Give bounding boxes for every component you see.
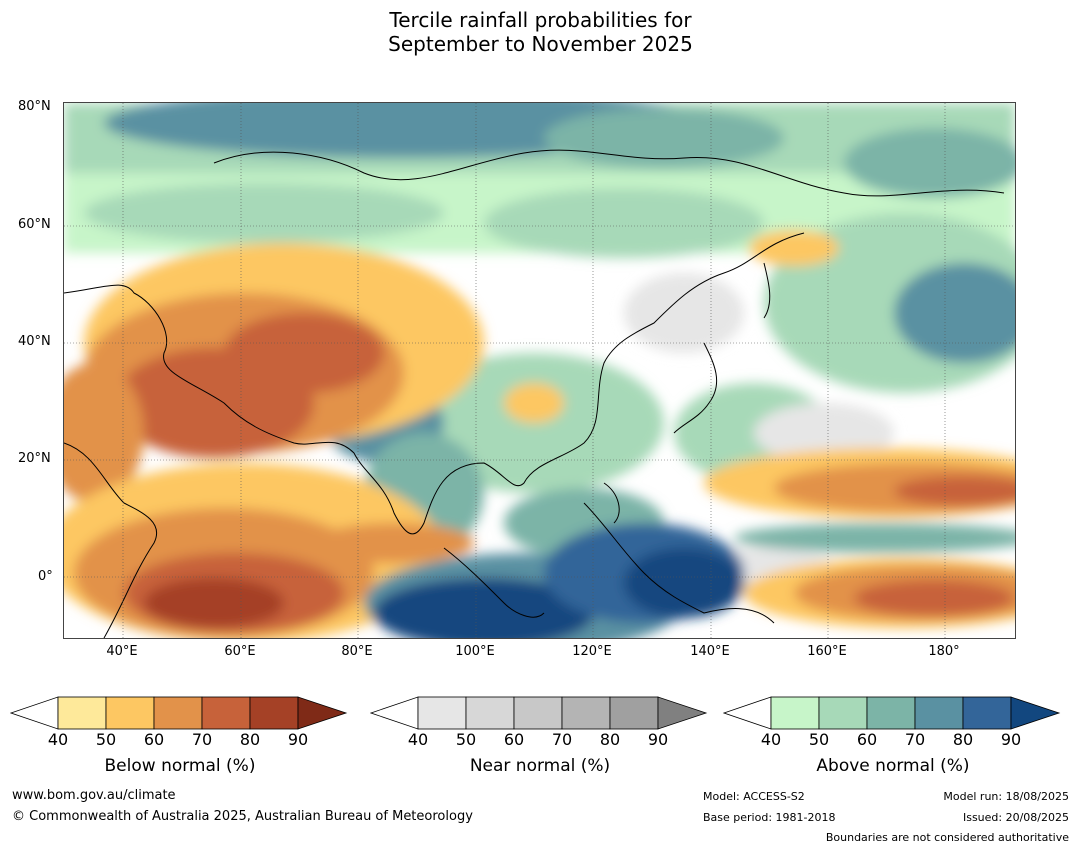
colorbar-tick-label: 40 <box>407 730 429 749</box>
colorbar-tick-label: 50 <box>95 730 117 749</box>
colorbar-tick-label: 70 <box>904 730 926 749</box>
lon-tick-140e: 140°E <box>690 644 730 659</box>
colorbar-tick-label: 80 <box>952 730 974 749</box>
colorbar-tick-label: 90 <box>1000 730 1022 749</box>
lat-tick-40n: 40°N <box>18 334 51 349</box>
colorbar-below-normal-swatches <box>9 696 348 730</box>
colorbar-segment <box>201 696 251 730</box>
colorbar-tick-label: 70 <box>191 730 213 749</box>
lon-tick-80e: 80°E <box>341 644 373 659</box>
probability-map <box>63 102 1016 639</box>
lon-tick-120e: 120°E <box>572 644 612 659</box>
colorbar-tick-label: 90 <box>287 730 309 749</box>
model-text: Model: ACCESS-S2 <box>703 790 805 803</box>
colorbar-segment <box>770 696 820 730</box>
colorbar-low-extend <box>722 696 772 730</box>
colorbar-tick-label: 60 <box>143 730 165 749</box>
colorbar-tick-label: 40 <box>760 730 782 749</box>
colorbar-tick-label: 50 <box>455 730 477 749</box>
colorbar-segment <box>561 696 611 730</box>
issued-text: Issued: 20/08/2025 <box>962 811 1069 824</box>
colorbar-above-normal-swatches <box>722 696 1061 730</box>
colorbar-near-normal-title: Near normal (%) <box>469 756 611 776</box>
lon-tick-180: 180° <box>928 644 960 659</box>
colorbar-tick-label: 80 <box>239 730 261 749</box>
colorbar-tick-label: 60 <box>503 730 525 749</box>
lat-tick-80n: 80°N <box>18 99 51 114</box>
colorbar-high-extend <box>297 696 348 730</box>
colorbar-segment <box>818 696 868 730</box>
colorbar-low-extend <box>369 696 419 730</box>
colorbar-tick-label: 50 <box>808 730 830 749</box>
colorbar-segment <box>57 696 107 730</box>
colorbar-near-normal-swatches <box>369 696 708 730</box>
lon-tick-100e: 100°E <box>455 644 495 659</box>
colorbar-low-extend <box>9 696 59 730</box>
colorbar-segment <box>914 696 964 730</box>
lat-tick-0: 0° <box>38 569 53 584</box>
lon-tick-160e: 160°E <box>807 644 847 659</box>
colorbar-tick-label: 70 <box>551 730 573 749</box>
colorbar-high-extend <box>1010 696 1061 730</box>
model-run-text: Model run: 18/08/2025 <box>943 790 1069 803</box>
colorbar-tick-label: 60 <box>856 730 878 749</box>
lon-tick-60e: 60°E <box>224 644 256 659</box>
colorbar-near-normal: 40 50 60 70 80 90 Near normal (%) <box>369 696 710 776</box>
colorbar-segment <box>866 696 916 730</box>
website-link[interactable]: www.bom.gov.au/climate <box>12 788 176 803</box>
colorbar-segment <box>609 696 659 730</box>
map-title: Tercile rainfall probabilities for Septe… <box>0 8 1081 56</box>
title-line-2: September to November 2025 <box>388 32 693 56</box>
colorbar-segment <box>417 696 467 730</box>
colorbar-below-normal-title: Below normal (%) <box>104 756 256 776</box>
colorbar-segment <box>105 696 155 730</box>
copyright-text: © Commonwealth of Australia 2025, Austra… <box>12 809 473 824</box>
lat-tick-60n: 60°N <box>18 217 51 232</box>
colorbar-tick-label: 40 <box>47 730 69 749</box>
colorbar-above-normal-title: Above normal (%) <box>816 756 970 776</box>
colorbar-segment <box>962 696 1012 730</box>
title-line-1: Tercile rainfall probabilities for <box>389 8 692 32</box>
base-period-text: Base period: 1981-2018 <box>703 811 836 824</box>
colorbar-segment <box>153 696 203 730</box>
colorbar-above-normal: 40 50 60 70 80 90 Above normal (%) <box>722 696 1063 776</box>
lat-tick-20n: 20°N <box>18 451 51 466</box>
colorbar-segment <box>465 696 515 730</box>
colorbar-segment <box>249 696 299 730</box>
colorbar-high-extend <box>657 696 708 730</box>
disclaimer-text: Boundaries are not considered authoritat… <box>825 831 1069 844</box>
colorbar-tick-label: 80 <box>599 730 621 749</box>
colorbar-segment <box>513 696 563 730</box>
colorbar-below-normal: 40 50 60 70 80 90 Below normal (%) <box>9 696 350 776</box>
lon-tick-40e: 40°E <box>106 644 138 659</box>
colorbar-tick-label: 90 <box>647 730 669 749</box>
